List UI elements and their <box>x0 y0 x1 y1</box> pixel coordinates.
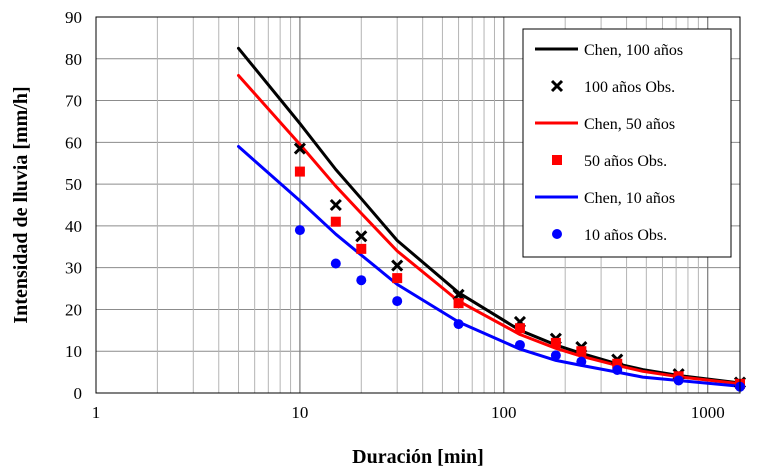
legend-label: Chen, 100 años <box>584 42 683 59</box>
tick-labels: 0 10 20 30 40 50 60 70 80 90 1 10 100 1000 <box>65 8 725 422</box>
y-axis-title: Intensidad de lluvia [mm/h] <box>10 86 32 323</box>
data-point <box>294 225 305 236</box>
legend-label: 100 años Obs. <box>584 79 675 96</box>
data-point <box>612 358 623 369</box>
data-point <box>452 288 465 301</box>
y-tick-label: 0 <box>74 384 83 403</box>
legend-swatch <box>550 79 564 93</box>
y-tick-label: 70 <box>65 92 82 111</box>
data-point <box>356 275 367 286</box>
data-point <box>329 198 342 212</box>
data-point <box>673 375 684 386</box>
x-axis-title: Duración [min] <box>352 446 484 468</box>
x-marker-stroke <box>391 259 404 272</box>
y-tick-label: 20 <box>65 300 82 319</box>
x-tick-label: 1000 <box>691 403 725 422</box>
series-line <box>237 74 742 386</box>
y-tick-label: 80 <box>65 50 82 69</box>
y-tick-label: 90 <box>65 8 82 27</box>
data-point <box>550 337 561 348</box>
x-marker-stroke <box>452 288 465 301</box>
series-markers-5 <box>294 225 745 392</box>
y-tick-label: 50 <box>65 175 82 194</box>
data-point <box>612 365 623 376</box>
legend-item: 100 años Obs. <box>550 79 675 96</box>
data-point <box>294 166 305 177</box>
series-2 <box>237 74 742 386</box>
data-point <box>356 243 367 254</box>
data-point <box>293 142 306 155</box>
x-marker-stroke <box>293 142 306 155</box>
data-point <box>392 273 403 284</box>
x-marker-stroke <box>329 198 342 212</box>
data-point <box>550 350 561 361</box>
y-tick-label: 60 <box>65 133 82 152</box>
x-tick-label: 100 <box>491 403 517 422</box>
legend-swatch <box>552 229 562 239</box>
y-tick-label: 10 <box>65 342 82 361</box>
legend-box <box>522 28 732 258</box>
data-point <box>330 258 341 269</box>
y-tick-label: 40 <box>65 217 82 236</box>
plot-frame <box>95 16 741 394</box>
legend-label: 10 años Obs. <box>584 227 667 244</box>
legend-item: 50 años Obs. <box>552 153 667 170</box>
legend-item: Chen, 100 años <box>535 42 683 59</box>
legend-item: 10 años Obs. <box>552 227 667 244</box>
data-point <box>514 323 525 334</box>
y-tick-label: 30 <box>65 259 82 278</box>
data-point <box>453 319 464 330</box>
data-point <box>355 230 368 243</box>
x-tick-label: 1 <box>92 403 101 422</box>
x-marker-stroke <box>550 79 564 93</box>
x-tick-label: 10 <box>291 403 308 422</box>
data-point <box>453 298 464 309</box>
grid <box>96 17 740 393</box>
legend-item: Chen, 50 años <box>535 116 675 133</box>
data-point <box>514 339 525 350</box>
legend-label: Chen, 10 años <box>584 190 675 207</box>
series-layer <box>237 46 747 392</box>
data-point <box>392 296 403 307</box>
data-point <box>576 346 587 357</box>
legend: Chen, 100 años 100 años Obs. Chen, 50 años… <box>522 28 732 258</box>
legend-label: Chen, 50 años <box>584 116 675 133</box>
data-point <box>391 259 404 272</box>
legend-item: Chen, 10 años <box>535 190 675 207</box>
x-marker-stroke <box>355 230 368 243</box>
legend-label: 50 años Obs. <box>584 153 667 170</box>
data-point <box>576 356 587 367</box>
legend-swatch <box>552 155 562 165</box>
data-point <box>330 216 341 227</box>
